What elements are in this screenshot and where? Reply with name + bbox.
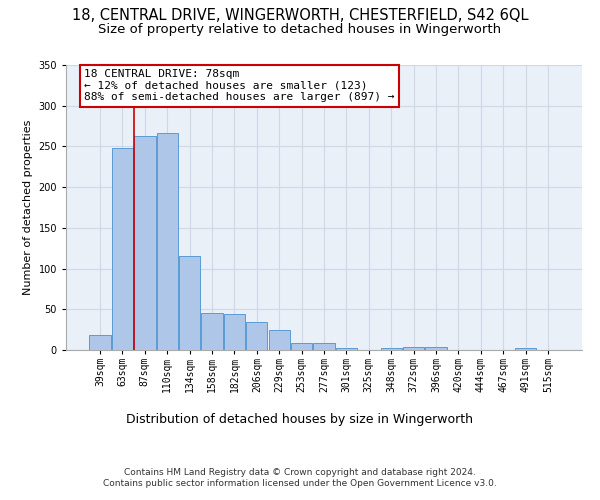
- Y-axis label: Number of detached properties: Number of detached properties: [23, 120, 33, 295]
- Bar: [403, 346, 424, 350]
- Text: Distribution of detached houses by size in Wingerworth: Distribution of detached houses by size …: [127, 412, 473, 426]
- Bar: [179, 256, 200, 350]
- Text: 18 CENTRAL DRIVE: 78sqm
← 12% of detached houses are smaller (123)
88% of semi-d: 18 CENTRAL DRIVE: 78sqm ← 12% of detache…: [84, 70, 395, 102]
- Bar: [380, 348, 402, 350]
- Bar: [336, 348, 357, 350]
- Bar: [246, 322, 268, 350]
- Bar: [134, 136, 155, 350]
- Bar: [291, 344, 312, 350]
- Bar: [89, 336, 111, 350]
- Bar: [112, 148, 133, 350]
- Text: 18, CENTRAL DRIVE, WINGERWORTH, CHESTERFIELD, S42 6QL: 18, CENTRAL DRIVE, WINGERWORTH, CHESTERF…: [72, 8, 528, 22]
- Bar: [202, 314, 223, 350]
- Text: Contains HM Land Registry data © Crown copyright and database right 2024.
Contai: Contains HM Land Registry data © Crown c…: [103, 468, 497, 487]
- Bar: [515, 348, 536, 350]
- Bar: [224, 314, 245, 350]
- Bar: [157, 132, 178, 350]
- Bar: [269, 330, 290, 350]
- Bar: [313, 344, 335, 350]
- Bar: [425, 346, 446, 350]
- Text: Size of property relative to detached houses in Wingerworth: Size of property relative to detached ho…: [98, 22, 502, 36]
